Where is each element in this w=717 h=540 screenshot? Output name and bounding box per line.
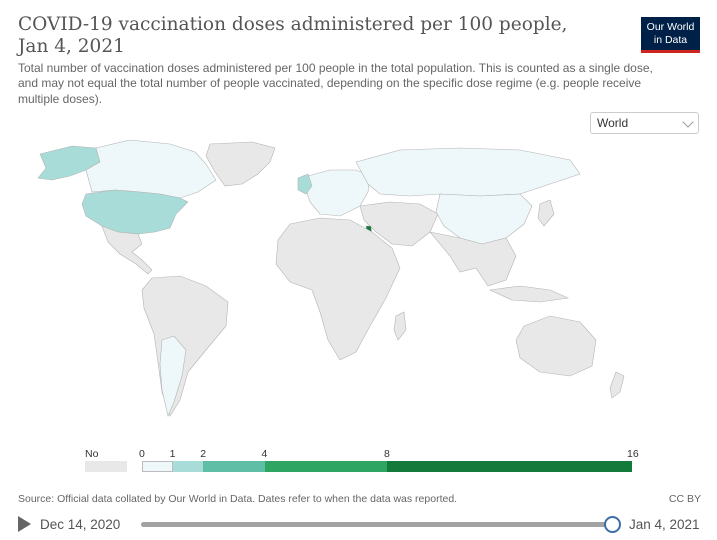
legend-bin-label: 8 [384,448,390,460]
continent-south-america[interactable] [141,275,229,417]
country-united-states[interactable] [81,189,189,235]
play-icon[interactable] [18,516,31,532]
country-mexico[interactable] [101,225,153,275]
country-new-zealand[interactable] [609,371,625,399]
license-link[interactable]: CC BY [668,493,701,505]
country-greenland[interactable] [205,141,276,187]
legend-no-data-swatch [85,461,127,472]
timeline-progress [141,522,613,527]
timeline-handle[interactable] [604,516,621,533]
source-note: Source: Official data collated by Our Wo… [18,493,458,505]
legend-bin-label: 0 [139,448,145,460]
country-alaska[interactable] [37,145,101,181]
country-madagascar[interactable] [393,311,407,341]
chevron-down-icon [682,116,694,128]
continent-europe[interactable] [305,169,371,217]
legend-bin-label: 2 [200,448,207,460]
legend-max-label: 16 [627,448,639,460]
timeline-track[interactable] [141,522,613,527]
region-select[interactable]: World [590,112,699,134]
world-map [37,140,625,417]
country-united-kingdom[interactable] [297,173,313,195]
country-russia[interactable] [355,147,581,197]
timeline-start-date: Dec 14, 2020 [40,517,121,532]
region-select-value: World [597,116,629,130]
region-indonesia[interactable] [488,285,570,303]
country-australia[interactable] [515,315,597,377]
logo-line-2: in Data [653,33,688,46]
country-chile[interactable] [159,335,187,417]
chart-subtitle: Total number of vaccination doses admini… [18,61,653,106]
legend-bin-swatch[interactable] [387,461,632,472]
country-canada[interactable] [85,140,217,199]
legend-bin-swatch[interactable] [172,461,204,472]
region-south-asia[interactable] [429,231,517,287]
logo-line-1: Our World [646,21,695,33]
continent-africa[interactable] [275,217,401,361]
country-japan[interactable] [537,199,555,227]
chart-title: COVID-19 vaccination doses administered … [18,14,568,57]
timeline-end-date: Jan 4, 2021 [629,517,700,532]
legend-bin-swatch[interactable] [203,461,265,472]
owid-logo[interactable]: Our World in Data [641,17,700,53]
legend-bin-swatch[interactable] [142,461,173,472]
legend-bin-label: 4 [261,448,268,460]
legend-bin-swatch[interactable] [264,461,387,472]
legend-bin-label: 1 [169,448,176,460]
